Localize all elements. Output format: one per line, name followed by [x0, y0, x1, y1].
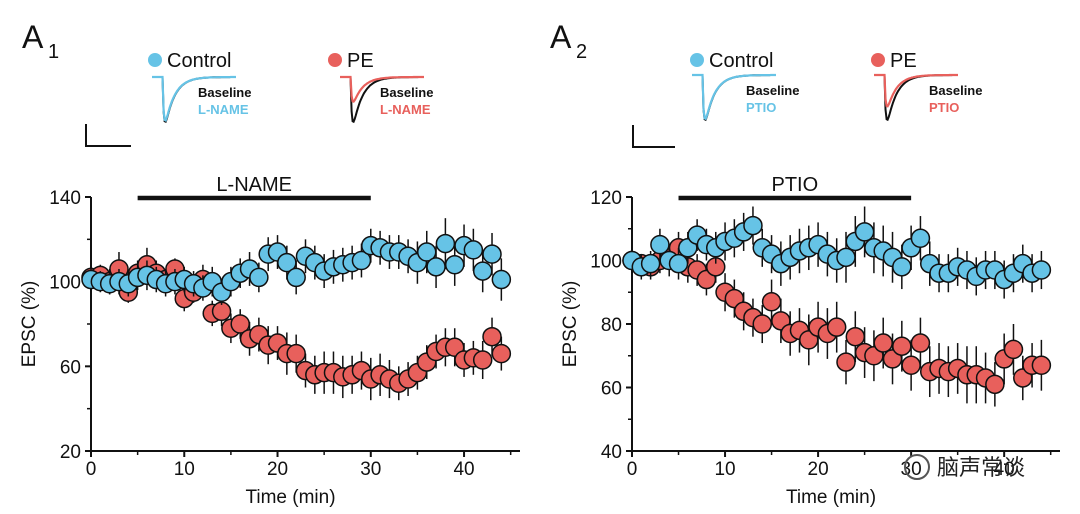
legend-label-pe: PE: [890, 50, 917, 72]
x-axis-title: Time (min): [786, 487, 876, 508]
legend-label-pe: PE: [347, 50, 374, 72]
drug-bar-label: PTIO: [771, 174, 818, 196]
y-tick-label: 120: [590, 188, 622, 209]
data-point: [426, 257, 446, 277]
scale-bar: [85, 124, 131, 147]
x-tick-label: 10: [714, 459, 735, 480]
data-point: [761, 292, 782, 312]
y-tick-label: 100: [590, 252, 622, 273]
data-point: [1003, 339, 1024, 360]
trace-label-baseline: Baseline: [380, 85, 433, 100]
watermark-logo-icon: [904, 454, 930, 480]
data-point: [482, 326, 502, 347]
trace-label-drug: PTIO: [746, 100, 776, 115]
trace-label-drug: PTIO: [929, 100, 959, 115]
data-point: [444, 254, 465, 275]
data-point: [668, 253, 689, 274]
data-point: [1031, 355, 1052, 376]
trace-drug: [152, 75, 236, 122]
x-tick-label: 40: [994, 459, 1015, 480]
trace-drug: [692, 73, 776, 121]
data-point: [277, 252, 297, 273]
chart-panel-1: A 1 Control Baseline L-NAME PE Baseline L-NAME L…: [19, 19, 520, 508]
x-tick-label: 40: [453, 459, 474, 480]
trace-drug: [340, 75, 424, 103]
panel-label-subscript: 1: [48, 41, 59, 63]
data-point: [752, 314, 773, 334]
x-tick-label: 20: [267, 459, 288, 480]
data-point: [286, 343, 306, 364]
legend-dot-control: [690, 53, 704, 67]
y-tick-label: 140: [49, 188, 81, 209]
y-tick-label: 60: [601, 379, 622, 400]
x-tick-label: 10: [174, 459, 195, 480]
data-point: [845, 326, 866, 347]
data-point: [910, 333, 931, 353]
data-point: [435, 233, 456, 254]
drug-bar-label: L-NAME: [216, 174, 292, 196]
panel-label: A: [550, 19, 572, 55]
trace-label-baseline: Baseline: [746, 83, 799, 98]
y-tick-label: 20: [60, 442, 81, 463]
x-axis-title: Time (min): [245, 487, 335, 508]
data-point: [743, 215, 763, 236]
panel-label: A: [22, 19, 44, 55]
data-point: [985, 374, 1005, 395]
trace-label-baseline: Baseline: [198, 85, 251, 100]
y-axis-title: EPSC (%): [560, 281, 581, 368]
data-point: [650, 234, 670, 255]
data-point: [211, 301, 232, 322]
data-point: [892, 257, 912, 277]
data-point: [901, 355, 921, 376]
watermark: 脑声常谈: [904, 454, 1025, 480]
x-tick-label: 0: [86, 459, 97, 480]
legend-label-control: Control: [709, 50, 773, 72]
panel-label-subscript: 2: [576, 41, 587, 63]
trace-label-baseline: Baseline: [929, 83, 982, 98]
series-control: [81, 218, 512, 305]
trace-label-drug: L-NAME: [380, 102, 431, 117]
data-point: [826, 317, 847, 337]
data-point: [482, 244, 502, 264]
legend-dot-control: [148, 53, 162, 67]
data-point: [416, 242, 437, 262]
series-control: [622, 206, 1052, 299]
data-point: [249, 267, 269, 288]
series-pe: [81, 247, 512, 401]
data-point: [873, 333, 893, 353]
data-point: [286, 267, 306, 288]
data-point: [892, 336, 912, 356]
data-point: [472, 350, 493, 370]
legend-dot-pe: [328, 53, 342, 67]
data-point: [836, 352, 856, 372]
data-point: [230, 314, 250, 334]
data-point: [351, 250, 372, 271]
x-tick-label: 20: [808, 459, 829, 480]
scale-bar: [632, 125, 675, 148]
y-tick-label: 40: [601, 442, 622, 463]
series-pe: [622, 231, 1052, 407]
y-tick-label: 80: [601, 315, 622, 336]
legend-dot-pe: [871, 53, 885, 67]
trace-drug: [874, 73, 958, 108]
data-point: [491, 343, 512, 364]
y-axis-title: EPSC (%): [19, 281, 40, 368]
trace-label-drug: L-NAME: [198, 102, 249, 117]
x-tick-label: 30: [360, 459, 381, 480]
x-tick-label: 0: [627, 459, 638, 480]
y-tick-label: 100: [49, 273, 81, 294]
legend-label-control: Control: [167, 50, 231, 72]
data-point: [836, 247, 856, 268]
data-point: [640, 253, 661, 274]
data-point: [1031, 260, 1052, 280]
data-point: [472, 261, 493, 281]
watermark-text: 脑声常谈: [937, 455, 1025, 480]
data-point: [491, 269, 512, 290]
data-point: [854, 222, 875, 242]
chart-panel-2: A 2 Control Baseline PTIO PE Baseline PTIO PTIO 4…: [550, 19, 1060, 508]
y-tick-label: 60: [60, 357, 81, 378]
data-point: [463, 240, 484, 260]
data-point: [910, 228, 931, 249]
